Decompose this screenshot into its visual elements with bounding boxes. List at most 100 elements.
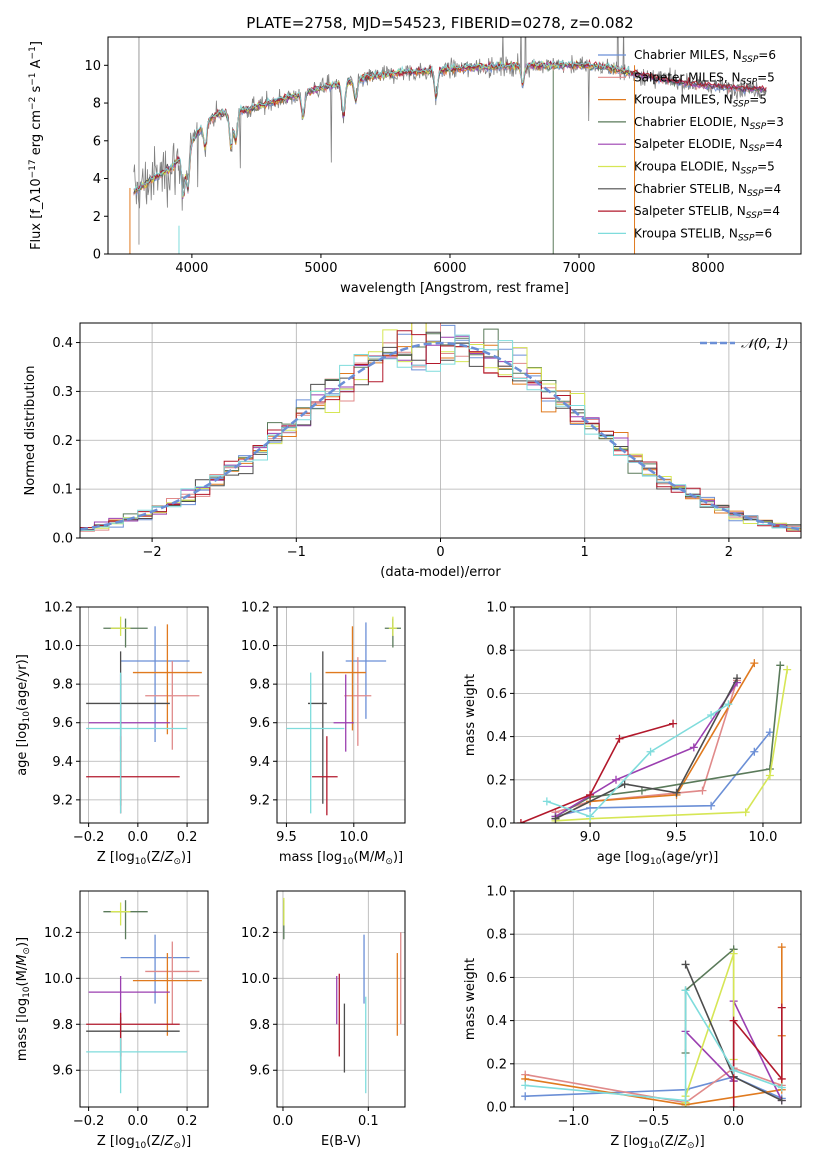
mass-weight-line <box>555 682 738 818</box>
label-part: log <box>115 1134 135 1149</box>
legend-entry: Salpeter STELIB, NSSP=4 <box>634 204 780 221</box>
label-part: −17 <box>28 159 38 178</box>
y-tick-label: 0.8 <box>486 928 507 943</box>
label-part: 10 <box>22 986 32 998</box>
label-part: 10 <box>648 1141 660 1151</box>
label-part: )] <box>15 937 30 947</box>
x-tick-label: −0.5 <box>638 1114 670 1129</box>
data-point-marker <box>733 674 742 683</box>
plot-residual-histogram: −2 −1 0 1 2 0.0 0.1 0.2 0.3 0.4 (data-model)/error… <box>23 322 802 580</box>
data-point-marker <box>681 960 690 969</box>
data-point-marker <box>612 775 621 784</box>
data-point-marker <box>729 1103 738 1107</box>
label-part: log <box>15 723 30 743</box>
label-part: Z <box>677 1134 688 1149</box>
legend-entry: Salpeter ELODIE, NSSP=4 <box>634 137 783 154</box>
label-part: log <box>322 850 342 865</box>
x-tick-label: −1.0 <box>558 1114 590 1129</box>
label-part: age [ <box>15 742 30 775</box>
y-tick-label: 0.6 <box>486 687 507 702</box>
label-part: 10 <box>342 857 354 867</box>
label-part: −1 <box>28 72 38 85</box>
plot-area <box>80 323 801 532</box>
label-part: )] <box>181 1134 191 1149</box>
x-axis-label: E(B-V) <box>321 1134 361 1149</box>
legend-count: =5 <box>757 70 775 84</box>
label-part: wavelength [Angstrom, rest frame] <box>340 281 569 296</box>
label-part: )] <box>393 850 403 865</box>
label-part: erg cm <box>29 110 44 159</box>
mass-weight-line <box>555 677 738 820</box>
y-tick-label: 9.8 <box>249 1018 270 1033</box>
data-point-marker <box>672 788 681 797</box>
axes-frame <box>107 36 802 255</box>
label-part: (Z/ <box>146 1134 165 1149</box>
y-tick-label: 9.4 <box>52 755 73 770</box>
y-tick-label: 0.0 <box>52 532 73 547</box>
label-part: )] <box>181 850 191 865</box>
y-tick-label: 10.0 <box>241 972 270 987</box>
y-tick-label: 0 <box>93 248 101 263</box>
x-tick-label: 2 <box>725 545 733 560</box>
mass-weight-line <box>546 703 729 818</box>
histogram-step-line <box>80 330 801 532</box>
plot-mass-weight-vs-Z: −1.0 −0.5 0.0 0.0 0.2 0.4 0.6 0.8 1.0 Z [log10(Z/… <box>463 885 802 1151</box>
label-part: −2 <box>28 97 38 110</box>
x-axis-label: Z [log10(Z/Z⊙)] <box>610 1134 704 1151</box>
data-point-marker <box>516 819 525 823</box>
mass-weight-line <box>732 1007 783 1107</box>
label-part: ⊙ <box>173 857 181 867</box>
legend-sub: SSP <box>741 167 758 177</box>
label-part: mass weight <box>463 674 478 756</box>
plot-area <box>516 659 792 823</box>
x-tick-label: 0.2 <box>177 830 198 845</box>
y-tick-label: 0.0 <box>486 1101 507 1116</box>
label-part: s <box>29 86 44 97</box>
x-tick-label: −1 <box>287 545 306 560</box>
label-part: (Z/ <box>660 1134 679 1149</box>
legend-entry: Chabrier STELIB, NSSP=4 <box>634 182 781 199</box>
plot-age-vs-mass: 9.5 10.0 9.2 9.4 9.6 9.8 10.0 10.2 mass [log10(M… <box>241 601 406 867</box>
label-part: 10 <box>135 857 147 867</box>
legend-entry: Chabrier MILES, NSSP=6 <box>634 48 776 65</box>
data-point-marker <box>615 734 624 743</box>
x-tick-label: −0.2 <box>73 830 105 845</box>
x-axis-label: age [log10(age/yr)] <box>597 850 719 867</box>
label-part: ⊙ <box>385 857 393 867</box>
plot-mass-vs-EBV: 0.0 0.1 9.6 9.8 10.0 10.2 E(B-V) <box>241 890 406 1149</box>
y-axis-label: Flux [f_λ10−17 erg cm−2 s−1 A−1] <box>28 41 44 250</box>
legend-entry: Salpeter MILES, NSSP=5 <box>634 70 775 87</box>
data-point-marker <box>729 1016 738 1025</box>
x-tick-label: −2 <box>143 545 162 560</box>
label-part: −1 <box>28 46 38 59</box>
legend-count: =4 <box>765 137 783 151</box>
legend-count: =6 <box>758 48 776 62</box>
legend-sub: SSP <box>742 55 759 65</box>
y-tick-label: 0.4 <box>52 336 73 351</box>
data-point-marker <box>681 986 690 995</box>
legend: Chabrier MILES, NSSP=6 Salpeter MILES, NS… <box>598 48 784 243</box>
x-tick-label: 8000 <box>692 261 725 276</box>
data-point-marker <box>765 771 774 780</box>
label-part: ⊙ <box>687 1141 695 1151</box>
axes-frame <box>276 890 406 1108</box>
label-part: Z [ <box>97 850 115 865</box>
data-point-marker <box>646 747 655 756</box>
y-tick-label: 0.6 <box>486 971 507 986</box>
x-tick-label: 0 <box>436 545 444 560</box>
y-tick-label: 9.6 <box>249 1064 270 1079</box>
x-tick-label: 0.0 <box>128 830 149 845</box>
label-part: (M/ <box>15 965 30 986</box>
data-point-marker <box>586 812 595 821</box>
legend-count: =4 <box>764 182 782 196</box>
label-part: ⊙ <box>173 1141 181 1151</box>
data-point-marker <box>689 743 698 752</box>
y-axis-label: mass [log10(M/M⊙)] <box>15 937 32 1061</box>
y-tick-label: 9.8 <box>52 678 73 693</box>
label-part: mass [ <box>279 850 322 865</box>
x-tick-label: 0.0 <box>273 1114 294 1129</box>
x-tick-label: 10.0 <box>339 830 368 845</box>
y-tick-label: 10.2 <box>44 926 73 941</box>
label-part: (age/yr)] <box>15 654 30 711</box>
x-tick-label: 9.5 <box>276 830 297 845</box>
